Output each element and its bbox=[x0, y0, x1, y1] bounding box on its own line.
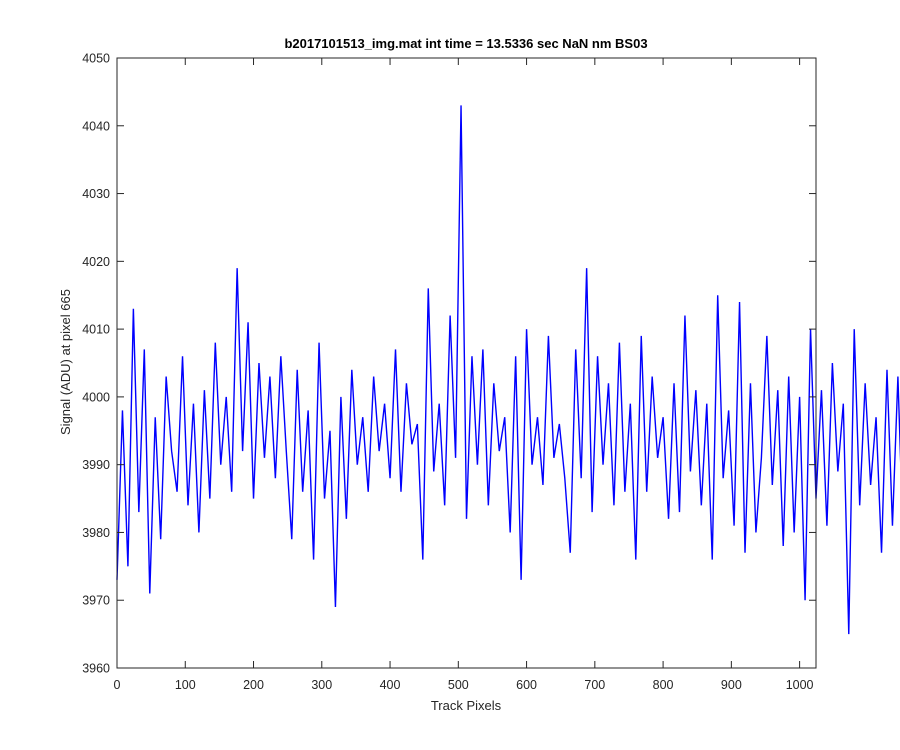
y-tick-label: 4010 bbox=[82, 323, 110, 337]
y-tick-label: 4040 bbox=[82, 119, 110, 133]
y-tick-label: 4000 bbox=[82, 390, 110, 404]
x-tick-label: 600 bbox=[516, 678, 537, 692]
x-tick-label: 0 bbox=[114, 678, 121, 692]
x-tick-label: 200 bbox=[243, 678, 264, 692]
y-axis-label: Signal (ADU) at pixel 665 bbox=[58, 289, 73, 435]
tick-labels: 0 100 200 300 400 500 600 700 800 900 1000 3960 3970… bbox=[82, 52, 813, 693]
x-tick-label: 800 bbox=[653, 678, 674, 692]
x-tick-label: 1000 bbox=[786, 678, 814, 692]
plot-frame bbox=[116, 57, 817, 669]
y-tick-label: 4020 bbox=[82, 255, 110, 269]
x-axis-label: Track Pixels bbox=[431, 698, 502, 713]
x-tick-label: 100 bbox=[175, 678, 196, 692]
axes bbox=[116, 57, 817, 669]
x-tick-label: 300 bbox=[311, 678, 332, 692]
x-tick-label: 700 bbox=[584, 678, 605, 692]
y-tick-label: 3990 bbox=[82, 458, 110, 472]
chart-title: b2017101513_img.mat int time = 13.5336 s… bbox=[284, 36, 647, 51]
x-tick-label: 900 bbox=[721, 678, 742, 692]
y-tick-label: 3970 bbox=[82, 594, 110, 608]
data-series bbox=[116, 105, 900, 635]
y-tick-label: 3960 bbox=[82, 662, 110, 676]
series-line-1 bbox=[116, 105, 900, 635]
y-tick-label: 4050 bbox=[82, 52, 110, 66]
x-tick-label: 400 bbox=[380, 678, 401, 692]
x-tick-label: 500 bbox=[448, 678, 469, 692]
y-tick-label: 4030 bbox=[82, 187, 110, 201]
y-tick-label: 3980 bbox=[82, 526, 110, 540]
